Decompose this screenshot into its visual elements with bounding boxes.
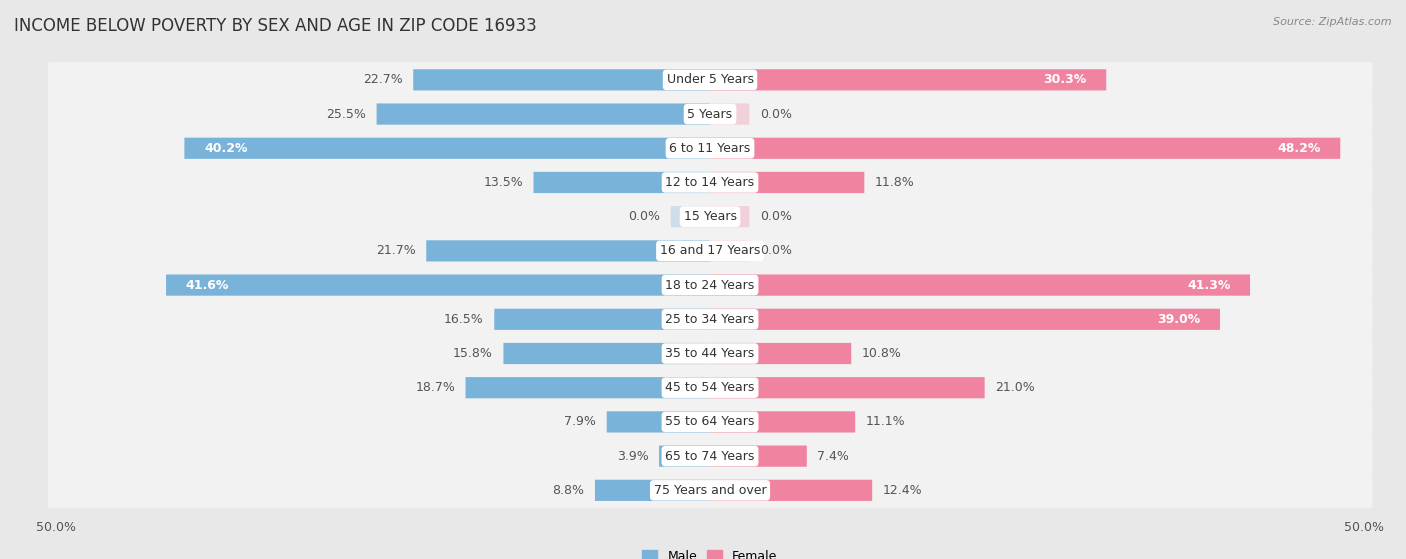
FancyBboxPatch shape — [48, 62, 1372, 98]
Text: 25.5%: 25.5% — [326, 107, 366, 121]
Text: 16.5%: 16.5% — [444, 313, 484, 326]
FancyBboxPatch shape — [48, 336, 1372, 371]
FancyBboxPatch shape — [48, 267, 1372, 303]
Text: 30.3%: 30.3% — [1043, 73, 1087, 86]
Text: 13.5%: 13.5% — [484, 176, 523, 189]
Text: 65 to 74 Years: 65 to 74 Years — [665, 449, 755, 463]
FancyBboxPatch shape — [710, 411, 855, 433]
FancyBboxPatch shape — [503, 343, 710, 364]
FancyBboxPatch shape — [710, 103, 749, 125]
FancyBboxPatch shape — [413, 69, 710, 91]
Text: 0.0%: 0.0% — [759, 107, 792, 121]
FancyBboxPatch shape — [465, 377, 710, 399]
FancyBboxPatch shape — [710, 274, 1250, 296]
Legend: Male, Female: Male, Female — [637, 544, 783, 559]
Text: 6 to 11 Years: 6 to 11 Years — [669, 142, 751, 155]
FancyBboxPatch shape — [710, 240, 749, 262]
FancyBboxPatch shape — [48, 404, 1372, 440]
Text: 48.2%: 48.2% — [1277, 142, 1320, 155]
FancyBboxPatch shape — [533, 172, 710, 193]
FancyBboxPatch shape — [48, 96, 1372, 132]
FancyBboxPatch shape — [184, 138, 710, 159]
FancyBboxPatch shape — [710, 206, 749, 228]
Text: 10.8%: 10.8% — [862, 347, 901, 360]
Text: 41.3%: 41.3% — [1187, 278, 1230, 292]
FancyBboxPatch shape — [710, 343, 851, 364]
Text: 40.2%: 40.2% — [204, 142, 247, 155]
FancyBboxPatch shape — [495, 309, 710, 330]
Text: 35 to 44 Years: 35 to 44 Years — [665, 347, 755, 360]
Text: 39.0%: 39.0% — [1157, 313, 1201, 326]
FancyBboxPatch shape — [710, 138, 1340, 159]
Text: 21.0%: 21.0% — [995, 381, 1035, 394]
Text: 18 to 24 Years: 18 to 24 Years — [665, 278, 755, 292]
Text: 15 Years: 15 Years — [683, 210, 737, 223]
Text: 12 to 14 Years: 12 to 14 Years — [665, 176, 755, 189]
FancyBboxPatch shape — [48, 165, 1372, 200]
Text: Source: ZipAtlas.com: Source: ZipAtlas.com — [1274, 17, 1392, 27]
Text: 75 Years and over: 75 Years and over — [654, 484, 766, 497]
FancyBboxPatch shape — [607, 411, 710, 433]
Text: 55 to 64 Years: 55 to 64 Years — [665, 415, 755, 428]
Text: 5 Years: 5 Years — [688, 107, 733, 121]
FancyBboxPatch shape — [710, 446, 807, 467]
Text: 25 to 34 Years: 25 to 34 Years — [665, 313, 755, 326]
Text: 45 to 54 Years: 45 to 54 Years — [665, 381, 755, 394]
Text: 0.0%: 0.0% — [759, 244, 792, 257]
Text: INCOME BELOW POVERTY BY SEX AND AGE IN ZIP CODE 16933: INCOME BELOW POVERTY BY SEX AND AGE IN Z… — [14, 17, 537, 35]
FancyBboxPatch shape — [166, 274, 710, 296]
Text: 7.4%: 7.4% — [817, 449, 849, 463]
Text: 18.7%: 18.7% — [415, 381, 456, 394]
FancyBboxPatch shape — [710, 309, 1220, 330]
FancyBboxPatch shape — [710, 172, 865, 193]
FancyBboxPatch shape — [710, 69, 1107, 91]
Text: 11.8%: 11.8% — [875, 176, 914, 189]
FancyBboxPatch shape — [48, 438, 1372, 474]
FancyBboxPatch shape — [377, 103, 710, 125]
FancyBboxPatch shape — [710, 480, 872, 501]
FancyBboxPatch shape — [48, 233, 1372, 269]
FancyBboxPatch shape — [48, 301, 1372, 337]
FancyBboxPatch shape — [710, 377, 984, 399]
Text: 11.1%: 11.1% — [866, 415, 905, 428]
FancyBboxPatch shape — [426, 240, 710, 262]
FancyBboxPatch shape — [48, 199, 1372, 234]
Text: 12.4%: 12.4% — [883, 484, 922, 497]
Text: 21.7%: 21.7% — [375, 244, 416, 257]
Text: 3.9%: 3.9% — [617, 449, 648, 463]
FancyBboxPatch shape — [659, 446, 710, 467]
Text: 8.8%: 8.8% — [553, 484, 585, 497]
FancyBboxPatch shape — [48, 130, 1372, 166]
Text: 16 and 17 Years: 16 and 17 Years — [659, 244, 761, 257]
Text: 0.0%: 0.0% — [759, 210, 792, 223]
FancyBboxPatch shape — [595, 480, 710, 501]
Text: 0.0%: 0.0% — [628, 210, 661, 223]
Text: 41.6%: 41.6% — [186, 278, 229, 292]
FancyBboxPatch shape — [48, 472, 1372, 508]
Text: 7.9%: 7.9% — [564, 415, 596, 428]
FancyBboxPatch shape — [671, 206, 710, 228]
FancyBboxPatch shape — [48, 370, 1372, 405]
Text: Under 5 Years: Under 5 Years — [666, 73, 754, 86]
Text: 22.7%: 22.7% — [363, 73, 402, 86]
Text: 15.8%: 15.8% — [453, 347, 494, 360]
